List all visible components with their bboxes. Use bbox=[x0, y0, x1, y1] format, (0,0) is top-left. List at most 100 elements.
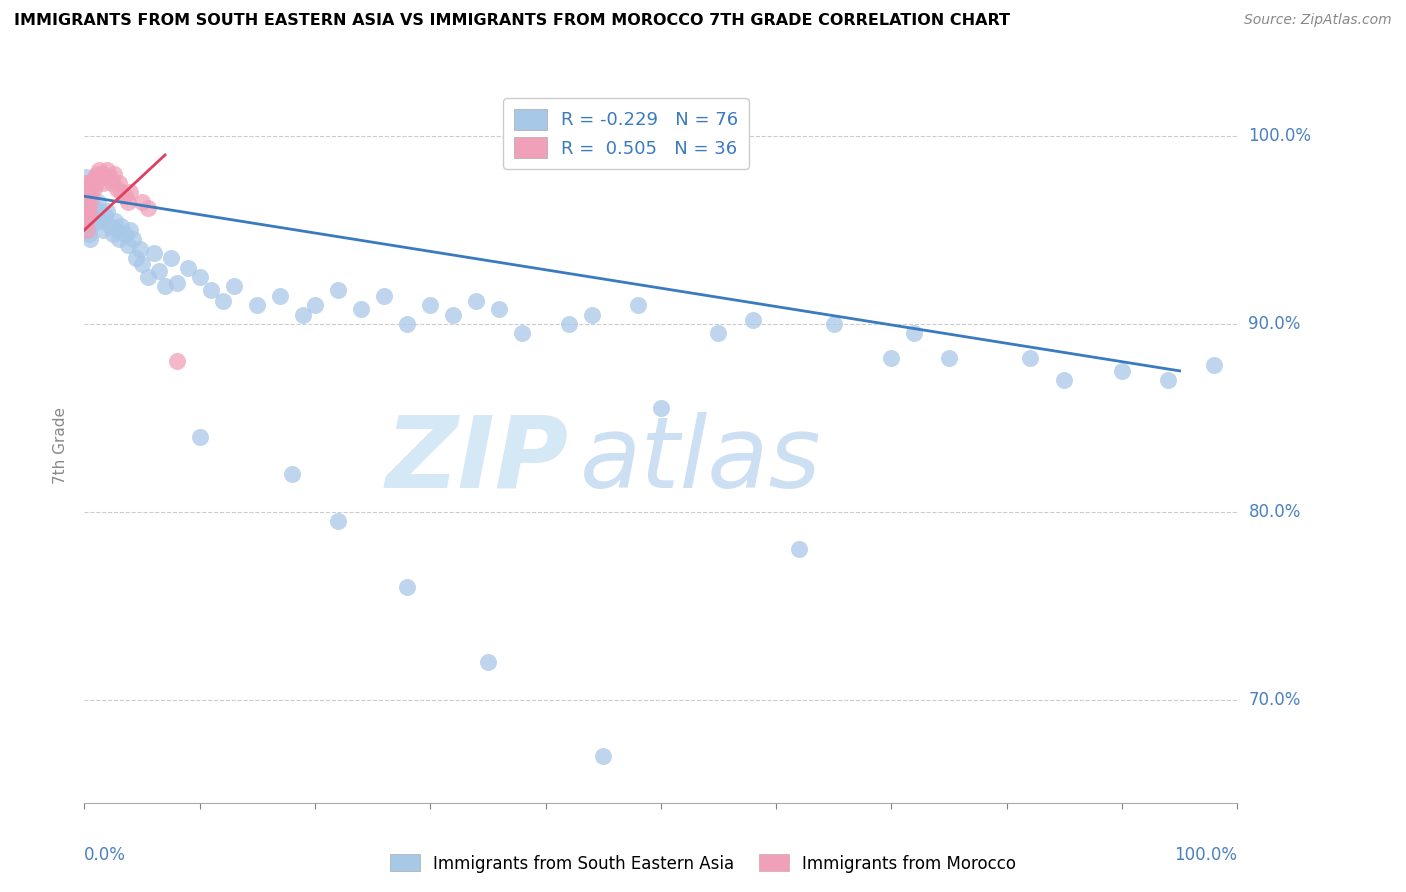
Legend: R = -0.229   N = 76, R =  0.505   N = 36: R = -0.229 N = 76, R = 0.505 N = 36 bbox=[503, 98, 749, 169]
Point bbox=[125, 251, 148, 265]
Point bbox=[396, 580, 419, 594]
Point bbox=[488, 301, 510, 316]
Point bbox=[557, 317, 579, 331]
Point bbox=[880, 351, 903, 365]
Y-axis label: 7th Grade: 7th Grade bbox=[53, 408, 69, 484]
Point bbox=[76, 204, 98, 219]
Point bbox=[326, 283, 349, 297]
Point bbox=[650, 401, 672, 416]
Point bbox=[104, 213, 127, 227]
Point bbox=[120, 186, 142, 200]
Text: 80.0%: 80.0% bbox=[1249, 503, 1301, 521]
Point bbox=[121, 232, 143, 246]
Text: atlas: atlas bbox=[581, 412, 821, 508]
Point bbox=[108, 176, 131, 190]
Point bbox=[120, 223, 142, 237]
Point bbox=[114, 189, 136, 203]
Point bbox=[823, 317, 845, 331]
Point bbox=[80, 186, 103, 200]
Point bbox=[86, 167, 108, 181]
Point bbox=[188, 270, 211, 285]
Point bbox=[211, 294, 233, 309]
Point bbox=[75, 176, 97, 190]
Point bbox=[1018, 351, 1040, 365]
Point bbox=[117, 238, 139, 252]
Point bbox=[76, 201, 98, 215]
Point bbox=[87, 170, 110, 185]
Point bbox=[84, 213, 107, 227]
Point bbox=[131, 194, 153, 209]
Point bbox=[89, 204, 111, 219]
Point bbox=[96, 204, 118, 219]
Point bbox=[200, 283, 222, 297]
Point bbox=[419, 298, 441, 312]
Point bbox=[131, 257, 153, 271]
Point bbox=[108, 232, 131, 246]
Point bbox=[86, 208, 108, 222]
Point bbox=[350, 301, 373, 316]
Point bbox=[117, 194, 139, 209]
Point bbox=[160, 251, 183, 265]
Point bbox=[110, 219, 132, 234]
Point bbox=[903, 326, 925, 341]
Point bbox=[75, 194, 97, 209]
Point bbox=[581, 308, 603, 322]
Point bbox=[82, 176, 104, 190]
Point bbox=[91, 176, 114, 190]
Point bbox=[292, 308, 315, 322]
Point bbox=[89, 163, 111, 178]
Point bbox=[98, 219, 121, 234]
Point bbox=[76, 189, 98, 203]
Point bbox=[101, 176, 124, 190]
Text: Source: ZipAtlas.com: Source: ZipAtlas.com bbox=[1244, 13, 1392, 28]
Point bbox=[188, 429, 211, 443]
Point bbox=[592, 748, 614, 763]
Point bbox=[98, 170, 121, 185]
Point bbox=[153, 279, 176, 293]
Text: 90.0%: 90.0% bbox=[1249, 315, 1301, 333]
Point bbox=[105, 182, 128, 196]
Point bbox=[1111, 364, 1133, 378]
Point bbox=[136, 270, 159, 285]
Point bbox=[441, 308, 464, 322]
Point bbox=[83, 201, 105, 215]
Text: 70.0%: 70.0% bbox=[1249, 690, 1301, 708]
Point bbox=[82, 204, 104, 219]
Point bbox=[75, 194, 97, 209]
Point bbox=[77, 182, 100, 196]
Point bbox=[79, 194, 101, 209]
Point bbox=[326, 514, 349, 528]
Point bbox=[87, 194, 110, 209]
Point bbox=[76, 213, 98, 227]
Point bbox=[84, 176, 107, 190]
Point bbox=[396, 317, 419, 331]
Point bbox=[787, 542, 810, 557]
Point bbox=[110, 186, 132, 200]
Point bbox=[465, 294, 488, 309]
Point bbox=[105, 223, 128, 237]
Point bbox=[76, 182, 98, 196]
Point bbox=[136, 201, 159, 215]
Legend: Immigrants from South Eastern Asia, Immigrants from Morocco: Immigrants from South Eastern Asia, Immi… bbox=[382, 847, 1024, 880]
Point bbox=[79, 176, 101, 190]
Point bbox=[103, 167, 125, 181]
Point bbox=[142, 245, 165, 260]
Point bbox=[742, 313, 765, 327]
Point bbox=[114, 227, 136, 241]
Point bbox=[938, 351, 960, 365]
Point bbox=[75, 170, 97, 185]
Point bbox=[224, 279, 246, 293]
Point bbox=[83, 182, 105, 196]
Point bbox=[91, 223, 114, 237]
Text: 100.0%: 100.0% bbox=[1174, 846, 1237, 863]
Text: 0.0%: 0.0% bbox=[84, 846, 127, 863]
Point bbox=[1053, 373, 1076, 387]
Point bbox=[373, 289, 395, 303]
Point bbox=[76, 223, 98, 237]
Point bbox=[80, 219, 103, 234]
Point bbox=[269, 289, 291, 303]
Point bbox=[148, 264, 170, 278]
Point bbox=[83, 208, 105, 222]
Point bbox=[166, 276, 188, 290]
Point bbox=[94, 208, 117, 222]
